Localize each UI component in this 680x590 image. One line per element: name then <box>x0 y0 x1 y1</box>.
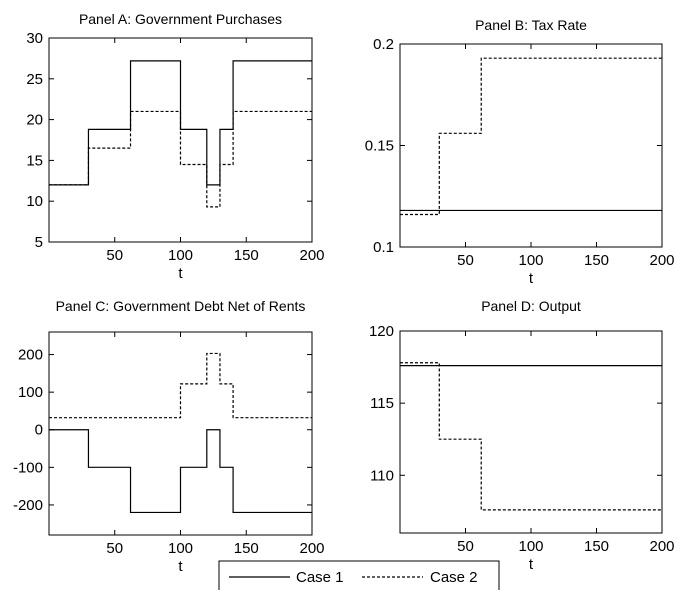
panel-d-title: Panel D: Output <box>481 298 581 314</box>
panel-d-ytick-label-1: 115 <box>370 395 394 412</box>
panel-b-xtick-label-200: 200 <box>649 252 674 269</box>
panel-c: Panel C: Government Debt Net of Rents 50 1… <box>13 298 325 575</box>
panel-d-ytick-label-0: 110 <box>370 467 394 484</box>
panel-d-xtick-label-50: 50 <box>457 538 474 555</box>
panel-b-xlabel: t <box>529 270 534 287</box>
panel-c-ytick-label-2: 0 <box>35 422 43 439</box>
panel-b-series-case-2-line <box>400 57 662 216</box>
legend-label-case-1: Case 1 <box>296 569 344 586</box>
panel-c-series-case-2-line <box>49 352 312 419</box>
panel-a-ytick-label-0: 5 <box>35 234 43 251</box>
panel-a-xtick-label-150: 150 <box>234 247 259 264</box>
panel-b-xtick-label-150: 150 <box>584 252 609 269</box>
panel-c-xlabel: t <box>178 558 183 575</box>
panel-b-ytick-label-0: 0.1 <box>373 239 394 256</box>
panel-a-xlabel: t <box>178 265 183 282</box>
panel-a-title: Panel A: Government Purchases <box>79 11 282 27</box>
panel-c-series-case-1-line <box>49 429 312 514</box>
panel-a-ytick-label-3: 20 <box>26 112 43 129</box>
panel-b-ytick-label-2: 0.2 <box>373 36 394 53</box>
panel-d-series-case-2-line <box>400 362 662 511</box>
panel-d-xtick-label-200: 200 <box>649 538 674 555</box>
panel-a-xtick-label-50: 50 <box>106 247 123 264</box>
panel-a-ytick-label-2: 15 <box>26 152 43 169</box>
panel-c-ytick-label-3: 100 <box>18 384 43 401</box>
panel-a-ytick-label-4: 25 <box>26 71 43 88</box>
panel-c-title: Panel C: Government Debt Net of Rents <box>56 298 306 314</box>
panel-c-ytick-label-0: -200 <box>13 497 43 514</box>
panel-d-xtick-label-150: 150 <box>584 538 609 555</box>
panel-d: Panel D: Output 50 100 150 200 110 115 120 t <box>369 298 675 573</box>
panel-b-xtick-label-100: 100 <box>518 252 543 269</box>
panel-a-series-case-1-line <box>49 60 312 186</box>
panel-b-title: Panel B: Tax Rate <box>475 17 587 33</box>
panel-a-xtick-label-200: 200 <box>299 247 324 264</box>
panel-d-xlabel: t <box>529 556 534 573</box>
panel-b: Panel B: Tax Rate 50 100 150 200 0.1 0.15 0.2 t <box>365 17 675 287</box>
panel-b-xtick-label-50: 50 <box>457 252 474 269</box>
legend: Case 1 Case 2 <box>218 560 500 590</box>
panel-b-ytick-label-1: 0.15 <box>365 138 394 155</box>
panel-a-ytick-label-1: 10 <box>26 193 43 210</box>
panel-c-xtick-label-50: 50 <box>106 540 123 557</box>
panel-c-ytick-label-1: -100 <box>13 459 43 476</box>
panel-b-frame <box>399 43 663 248</box>
panel-d-ytick-label-2: 120 <box>369 323 394 340</box>
panel-a-series-case-2-line <box>49 110 312 208</box>
panel-a: Panel A: Government Purchases 50 100 150 200… <box>26 11 324 282</box>
legend-box <box>218 560 500 590</box>
panel-c-xtick-label-200: 200 <box>299 540 324 557</box>
panel-a-ytick-label-5: 30 <box>26 30 43 47</box>
legend-label-case-2: Case 2 <box>430 569 478 586</box>
panel-c-xtick-label-150: 150 <box>234 540 259 557</box>
panel-c-xtick-label-100: 100 <box>168 540 193 557</box>
panel-d-xtick-label-100: 100 <box>518 538 543 555</box>
panel-d-frame <box>399 330 663 534</box>
panel-a-xtick-label-100: 100 <box>168 247 193 264</box>
panel-c-ytick-label-4: 200 <box>18 347 43 364</box>
